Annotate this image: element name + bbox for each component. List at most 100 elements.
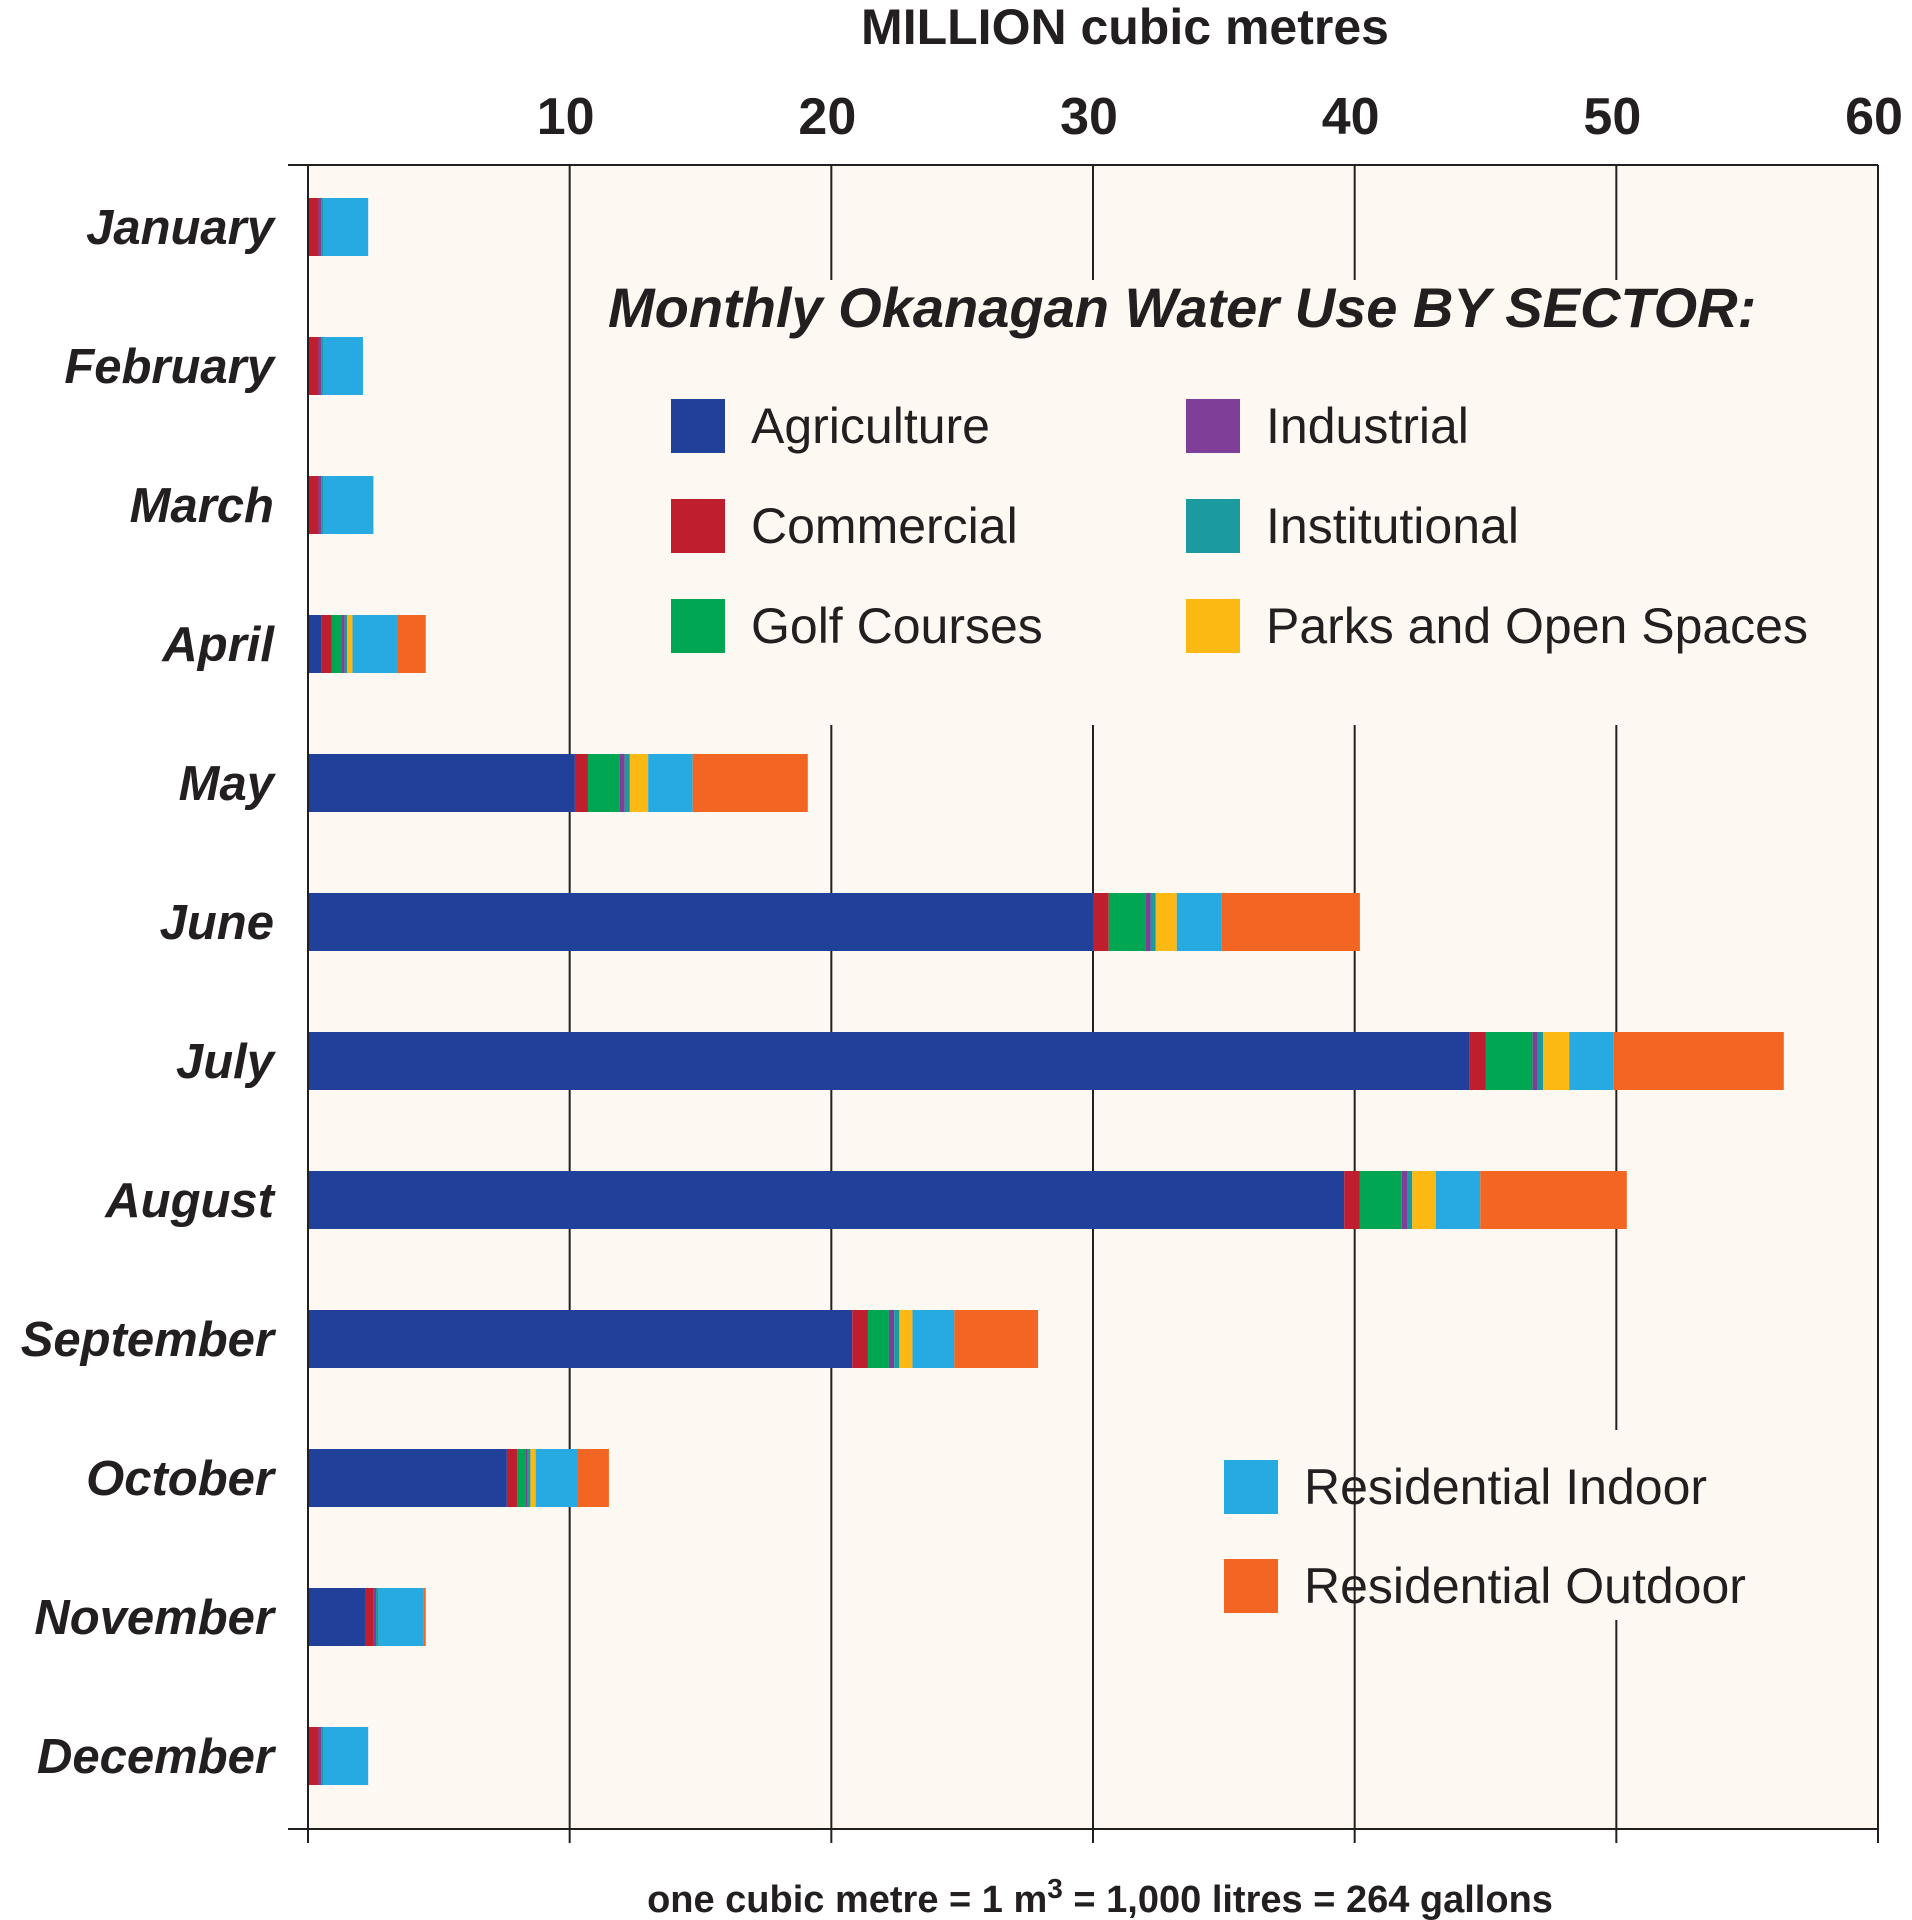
bar-may-institutional: [624, 754, 630, 812]
bar-october-residential-outdoor: [577, 1449, 609, 1507]
bar-october-commercial: [506, 1449, 518, 1507]
month-label-march: March: [130, 479, 274, 533]
legend-label-industrial: Industrial: [1266, 398, 1469, 454]
bar-june-residential-outdoor: [1221, 893, 1360, 951]
legend-swatch-agriculture: [671, 399, 725, 453]
legend-label-institutional: Institutional: [1266, 498, 1519, 554]
bar-february-industrial: [318, 337, 322, 395]
bar-april-agriculture: [308, 615, 322, 673]
bar-august-residential-outdoor: [1480, 1171, 1627, 1229]
bar-june-parks-and-open-spaces: [1155, 893, 1177, 951]
bar-october-parks-and-open-spaces: [530, 1449, 536, 1507]
bar-january-institutional: [321, 198, 324, 256]
bar-august-industrial: [1401, 1171, 1407, 1229]
bar-june-golf-courses: [1108, 893, 1146, 951]
bar-august-agriculture: [308, 1171, 1345, 1229]
bar-february-commercial: [308, 337, 319, 395]
bar-september-industrial: [888, 1310, 895, 1368]
bar-august-residential-indoor: [1435, 1171, 1481, 1229]
legend-label-commercial: Commercial: [751, 498, 1018, 554]
bar-august-institutional: [1407, 1171, 1413, 1229]
bar-june-commercial: [1093, 893, 1109, 951]
bar-february-institutional: [321, 337, 324, 395]
bar-october-residential-indoor: [535, 1449, 578, 1507]
month-label-august: August: [104, 1174, 275, 1228]
bar-january-industrial: [318, 198, 322, 256]
legend-label-residential-outdoor: Residential Outdoor: [1304, 1558, 1746, 1614]
month-label-february: February: [64, 340, 276, 394]
month-label-september: September: [21, 1313, 277, 1367]
bar-november-industrial: [373, 1588, 377, 1646]
legend-swatch-residential-outdoor: [1224, 1559, 1278, 1613]
x-tick-label-30: 30: [1060, 88, 1118, 146]
bar-december-residential-indoor: [323, 1727, 369, 1785]
bar-september-residential-outdoor: [954, 1310, 1039, 1368]
footnote-superscript: 3: [1047, 1873, 1063, 1904]
footnote-prefix: one cubic metre = 1 m: [647, 1879, 1047, 1920]
bar-september-residential-indoor: [912, 1310, 955, 1368]
month-label-april: April: [161, 618, 275, 672]
bar-october-industrial: [525, 1449, 528, 1507]
axes: 10 20 30 40 50 60: [288, 88, 1903, 1843]
bar-november-residential-indoor: [378, 1588, 424, 1646]
month-labels: January February March April May June July Augu…: [21, 201, 277, 1784]
bar-april-institutional: [344, 615, 348, 673]
bar-april-residential-indoor: [352, 615, 397, 673]
bar-july-institutional: [1537, 1032, 1544, 1090]
bar-march-residential-indoor: [323, 476, 374, 534]
bar-august-commercial: [1344, 1171, 1360, 1229]
bar-september-agriculture: [308, 1310, 853, 1368]
bar-april-industrial: [342, 615, 345, 673]
bar-july-industrial: [1532, 1032, 1538, 1090]
bar-december-industrial: [318, 1727, 322, 1785]
legend-label-agriculture: Agriculture: [751, 398, 990, 454]
bar-may-golf-courses: [587, 754, 620, 812]
bar-august-parks-and-open-spaces: [1412, 1171, 1436, 1229]
month-label-may: May: [179, 757, 277, 811]
bar-october-agriculture: [308, 1449, 507, 1507]
bar-november-residential-outdoor: [423, 1588, 426, 1646]
bars: [308, 198, 1784, 1785]
legend-label-parks-and-open-spaces: Parks and Open Spaces: [1266, 598, 1808, 654]
bar-may-commercial: [574, 754, 588, 812]
x-axis-title: MILLION cubic metres: [861, 0, 1389, 55]
bar-january-residential-indoor: [323, 198, 369, 256]
x-tick-label-60: 60: [1845, 88, 1903, 146]
bar-april-parks-and-open-spaces: [347, 615, 353, 673]
bar-october-golf-courses: [517, 1449, 526, 1507]
bar-july-golf-courses: [1485, 1032, 1533, 1090]
bar-march-institutional: [321, 476, 324, 534]
month-label-june: June: [160, 896, 274, 950]
bar-april-golf-courses: [331, 615, 343, 673]
bar-november-institutional: [376, 1588, 379, 1646]
bar-september-institutional: [894, 1310, 900, 1368]
month-label-october: October: [86, 1452, 277, 1506]
bar-july-residential-outdoor: [1613, 1032, 1784, 1090]
legend-swatch-commercial: [671, 499, 725, 553]
bar-july-commercial: [1469, 1032, 1486, 1090]
bar-may-residential-outdoor: [692, 754, 808, 812]
legend-swatch-golf-courses: [671, 599, 725, 653]
bar-june-residential-indoor: [1176, 893, 1222, 951]
legend-label-residential-indoor: Residential Indoor: [1304, 1459, 1707, 1515]
bar-november-commercial: [365, 1588, 374, 1646]
month-label-december: December: [37, 1730, 277, 1784]
month-label-july: July: [176, 1035, 277, 1089]
bar-june-institutional: [1150, 893, 1156, 951]
bar-may-agriculture: [308, 754, 575, 812]
footnote: one cubic metre = 1 m3 = 1,000 litres = …: [647, 1873, 1553, 1920]
bar-december-commercial: [308, 1727, 319, 1785]
bar-july-parks-and-open-spaces: [1543, 1032, 1570, 1090]
bar-march-industrial: [318, 476, 322, 534]
legend-swatch-industrial: [1186, 399, 1240, 453]
bar-september-parks-and-open-spaces: [899, 1310, 913, 1368]
bar-december-institutional: [321, 1727, 324, 1785]
x-tick-label-50: 50: [1583, 88, 1641, 146]
x-tick-label-40: 40: [1322, 88, 1380, 146]
bar-august-golf-courses: [1359, 1171, 1402, 1229]
legend: Monthly Okanagan Water Use BY SECTOR: Ag…: [608, 276, 1808, 1614]
bar-january-commercial: [308, 198, 319, 256]
bar-february-residential-indoor: [323, 337, 363, 395]
bar-november-agriculture: [308, 1588, 366, 1646]
